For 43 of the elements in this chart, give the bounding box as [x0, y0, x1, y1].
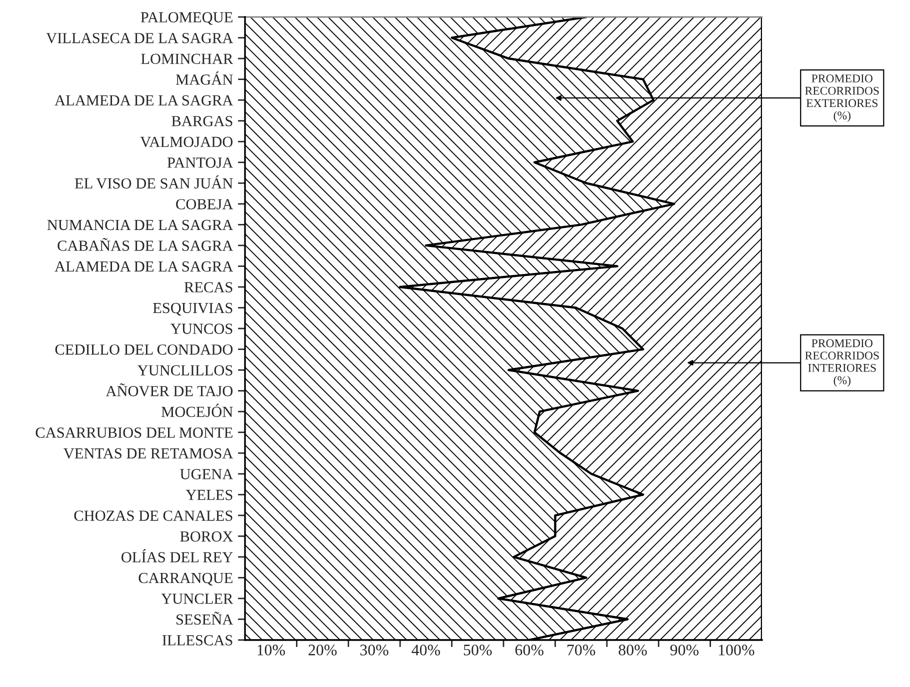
y-tick-label: SESEÑA [176, 612, 234, 625]
x-tick-label: 20% [308, 644, 337, 656]
x-tick-label: 50% [464, 644, 492, 656]
y-tick-label: BARGAS [172, 116, 232, 126]
y-tick-label: LOMINCHAR [141, 54, 234, 64]
y-tick-label: EL VISO DE SAN JUÁN [74, 175, 233, 189]
y-tick-label: YUNCOS [170, 324, 232, 334]
y-tick-label: PALOMEQUE [140, 12, 232, 25]
text: PROMEDIO RECORRIDOS EXTERIORES (%) [805, 74, 879, 122]
y-tick-label: OLÍAS DEL REY [122, 549, 233, 562]
y-tick-label: VALMOJADO [140, 136, 233, 148]
y-tick-label: ILLESCAS [162, 635, 232, 646]
y-tick-label: COBEJA [176, 199, 234, 210]
y-tick-label: MAGÁN [176, 72, 233, 85]
y-tick-label: YUNCLER [161, 594, 234, 604]
x-tick-label: 90% [670, 644, 699, 656]
x-tick-label: 100% [718, 644, 754, 656]
y-tick-label: MOCEJÓN [161, 404, 233, 418]
y-tick-label: RECAS [184, 282, 232, 292]
x-tick-label: 30% [360, 644, 388, 656]
text: PROMEDIO RECORRIDOS INTERIORES (%) [805, 339, 879, 387]
y-tick-label: NUMANCIA DE LA SAGRA [47, 220, 234, 230]
y-tick-label: CEDILLO DEL CONDADO [55, 344, 233, 355]
y-tick-label: YUNCLILLOS [137, 365, 232, 376]
y-tick-label: ESQUIVIAS [153, 302, 232, 316]
y-tick-label: CARRANQUE [138, 572, 232, 586]
y-tick-label: ALAMEDA DE LA SAGRA [54, 261, 234, 272]
x-tick-label: 10% [258, 644, 285, 656]
y-tick-label: ALAMEDA DE LA SAGRA [54, 95, 234, 106]
y-tick-label: BOROX [180, 531, 233, 542]
x-tick-label: 60% [515, 644, 544, 656]
y-tick-label: CHOZAS DE CANALES [74, 510, 232, 521]
y-tick-label: YELES [186, 490, 232, 500]
y-tick-label: CASARRUBIOS DEL MONTE [36, 428, 232, 438]
y-tick-label: AÑOVER DE TAJO [106, 383, 233, 396]
y-tick-label: CABAÑAS DE LA SAGRA [58, 238, 234, 251]
x-tick-label: 70% [567, 644, 596, 656]
x-tick-label: 40% [412, 644, 440, 656]
x-tick-label: 80% [618, 644, 647, 656]
y-tick-label: VILLASECA DE LA SAGRA [46, 32, 234, 44]
y-tick-label: UGENA [180, 469, 234, 480]
y-tick-label: PANTOJA [167, 158, 234, 168]
y-tick-label: VENTAS DE RETAMOSA [64, 448, 234, 459]
